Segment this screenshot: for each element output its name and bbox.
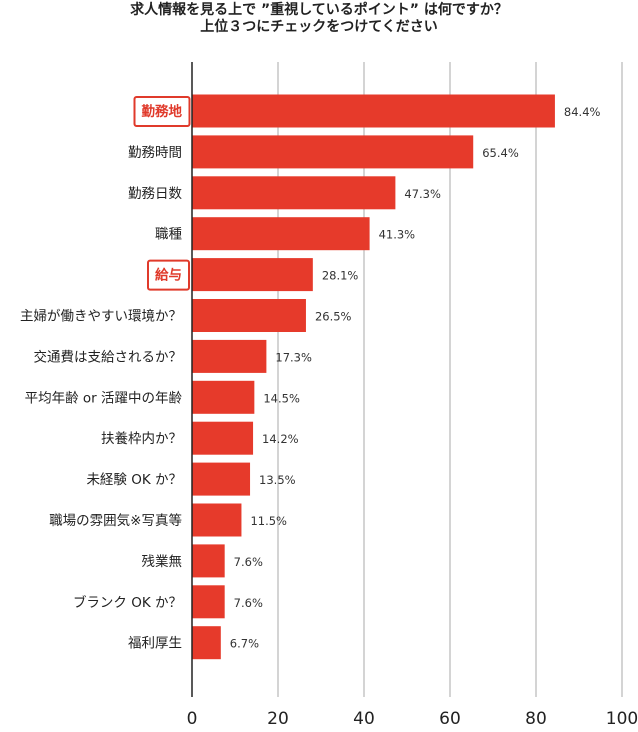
value-label: 7.6% [234,596,263,610]
category-label: 勤務時間 [128,145,182,161]
bar [192,217,370,251]
x-tick-label: 0 [187,709,198,729]
bar [192,544,225,578]
x-tick-label: 60 [439,709,461,729]
x-tick-label: 80 [525,709,547,729]
bar [192,135,474,169]
category-label: 職種 [155,227,182,243]
category-label: 勤務日数 [128,186,182,202]
value-label: 28.1% [322,269,359,283]
category-label: 扶養枠内か？ [101,430,182,447]
value-label: 41.3% [379,228,416,242]
bar [192,585,225,619]
category-label: 勤務地 [142,103,183,120]
value-label: 11.5% [250,514,287,528]
bar [192,339,267,373]
value-label: 14.2% [262,432,299,446]
x-tick-label: 100 [606,709,638,729]
category-label: 交通費は支給されるか？ [34,348,183,365]
bar [192,380,255,414]
value-label: 65.4% [482,146,519,160]
category-label: 職場の雰囲気※写真等 [49,512,182,529]
category-label: 福利厚生 [128,636,182,652]
bar [192,421,254,455]
value-label: 47.3% [404,187,441,201]
bar [192,176,396,210]
bar [192,258,313,292]
value-label: 14.5% [263,391,300,405]
category-label: 給与 [155,267,182,284]
bar [192,626,221,660]
category-label: 主婦が働きやすい環境か？ [20,308,182,325]
category-label: 未経験 OK か？ [86,472,182,488]
value-label: 6.7% [230,637,259,651]
value-label: 26.5% [315,310,352,324]
bar [192,299,306,332]
bar [192,94,555,128]
highlight-box [147,259,190,291]
value-label: 17.3% [275,350,312,364]
chart-subtitle: 上位３つにチェックをつけてください [200,19,438,35]
x-tick-label: 20 [267,709,289,729]
category-label: 平均年齢 or 活躍中の年齢 [25,390,183,406]
value-label: 13.5% [259,473,296,487]
category-label: ブランク OK か？ [73,594,182,611]
highlight-box [133,96,191,127]
chart-title: 求人情報を見る上で ”重視しているポイント” は何ですか？ [130,2,508,18]
bar [192,503,242,537]
value-label: 7.6% [234,555,263,569]
value-label: 84.4% [564,105,601,119]
x-tick-label: 40 [353,709,375,729]
chart-title-block: 求人情報を見る上で ”重視しているポイント” は何ですか？ 上位３つにチェックを… [0,2,638,36]
bar [192,462,251,496]
category-label: 残業無 [142,554,183,570]
